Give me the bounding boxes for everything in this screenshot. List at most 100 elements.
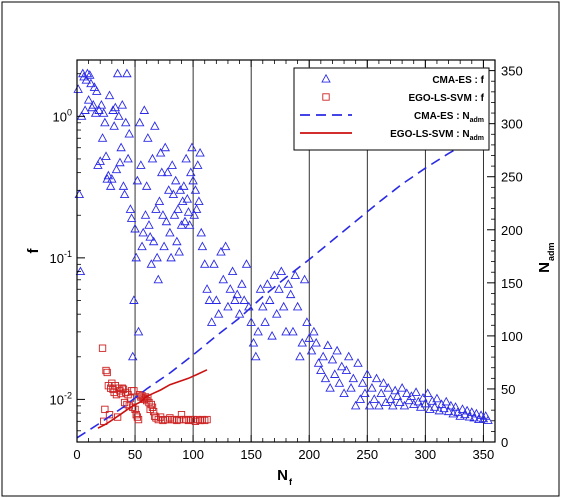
data-point-triangle <box>420 398 431 408</box>
data-point-triangle <box>425 404 435 413</box>
y-left-tick-label: 10-2 <box>50 390 72 407</box>
data-point-triangle <box>383 383 393 392</box>
data-point-triangle <box>334 378 345 387</box>
series-layer <box>73 68 493 439</box>
data-point-triangle <box>98 108 109 117</box>
ticks-layer: 0 50 100 150 200 250 300 350 10-2 10-1 100 0 50 100 15… <box>50 60 523 462</box>
data-point-triangle <box>429 402 440 411</box>
data-point-triangle <box>332 345 342 355</box>
data-point-triangle <box>116 142 126 152</box>
data-point-triangle <box>422 388 433 398</box>
data-point-triangle <box>299 274 310 284</box>
data-point-triangle <box>94 105 104 114</box>
y-axis-right-label-sub: adm <box>546 242 556 261</box>
data-point-triangle <box>271 309 282 318</box>
data-point-triangle <box>336 361 347 371</box>
data-point-square <box>117 389 125 398</box>
data-point-triangle <box>297 337 308 347</box>
data-point-triangle <box>241 259 252 268</box>
data-point-triangle <box>105 181 116 190</box>
data-point-triangle <box>325 383 335 392</box>
legend-label: EGO-LS-SVM : Nadm <box>390 129 484 142</box>
data-point-square <box>189 415 197 424</box>
y-right-tick-label: 300 <box>501 117 523 132</box>
data-point-triangle <box>232 289 242 299</box>
data-point-triangle <box>111 164 122 174</box>
series-line <box>76 133 490 439</box>
data-point-triangle <box>123 153 133 163</box>
data-point-triangle <box>137 241 147 251</box>
legend-label: EGO-LS-SVM : f <box>408 93 484 104</box>
data-point-triangle <box>204 295 215 304</box>
data-point-triangle <box>121 117 131 127</box>
data-point-triangle <box>320 373 331 383</box>
data-point-square <box>147 400 155 409</box>
data-point-triangle <box>220 241 231 251</box>
x-tick-label: 50 <box>128 447 142 462</box>
data-point-triangle <box>109 121 119 130</box>
data-point-triangle <box>189 210 200 219</box>
data-point-triangle <box>318 351 328 361</box>
data-point-triangle <box>143 133 153 142</box>
data-point-triangle <box>443 406 454 416</box>
legend-label: CMA-ES : Nadm <box>414 111 484 124</box>
data-point-square <box>182 415 190 424</box>
y-axis-right-label-main: N <box>536 262 553 273</box>
data-point-triangle <box>457 404 468 413</box>
x-axis-label-main: N <box>277 467 288 484</box>
legend-label: CMA-ES : f <box>432 75 484 86</box>
data-point-triangle <box>170 175 181 185</box>
data-point-triangle <box>95 156 105 165</box>
data-point-triangle <box>174 246 184 256</box>
data-point-triangle <box>367 383 377 392</box>
data-point-triangle <box>133 326 144 336</box>
data-point-square <box>191 417 200 425</box>
data-point-triangle <box>206 317 217 326</box>
data-point-triangle <box>311 337 321 347</box>
data-point-triangle <box>402 388 412 398</box>
data-point-triangle <box>144 220 154 229</box>
data-point-triangle <box>283 279 294 288</box>
data-point-triangle <box>374 400 384 410</box>
data-point-square <box>132 411 140 419</box>
data-point-triangle <box>159 241 169 251</box>
data-point-triangle <box>202 284 212 293</box>
data-point-triangle <box>172 236 182 246</box>
data-point-triangle <box>478 413 489 423</box>
data-point-triangle <box>323 340 333 350</box>
y-right-tick-label: 200 <box>501 223 523 238</box>
data-point-triangle <box>168 189 179 199</box>
x-tick-label: 350 <box>473 447 495 462</box>
data-point-triangle <box>119 189 130 199</box>
data-point-triangle <box>483 415 493 424</box>
data-point-triangle <box>467 407 477 416</box>
data-point-square <box>152 414 160 422</box>
data-point-triangle <box>390 385 400 395</box>
data-point-triangle <box>91 86 102 95</box>
data-point-triangle <box>213 309 224 318</box>
y-left-tick-label: 10-1 <box>50 249 72 266</box>
data-point-triangle <box>260 317 270 326</box>
data-point-triangle <box>355 394 366 403</box>
data-point-triangle <box>357 378 368 387</box>
data-point-triangle <box>237 279 247 288</box>
x-axis-label: N f <box>277 467 293 487</box>
data-point-triangle <box>89 82 100 91</box>
data-point-triangle <box>88 99 99 109</box>
data-point-triangle <box>388 400 398 410</box>
data-point-triangle <box>439 403 449 413</box>
data-point-triangle <box>140 210 151 219</box>
y-right-tick-label: 100 <box>501 329 523 344</box>
data-point-square <box>159 416 167 425</box>
data-point-triangle <box>276 266 287 276</box>
data-point-triangle <box>281 326 291 336</box>
data-point-triangle <box>434 405 445 415</box>
data-point-triangle <box>147 153 158 163</box>
data-point-triangle <box>161 216 172 226</box>
data-point-triangle <box>404 395 414 405</box>
data-point-triangle <box>122 68 132 78</box>
data-point-triangle <box>191 204 202 213</box>
data-point-triangle <box>104 90 115 100</box>
x-tick-label: 100 <box>182 447 204 462</box>
